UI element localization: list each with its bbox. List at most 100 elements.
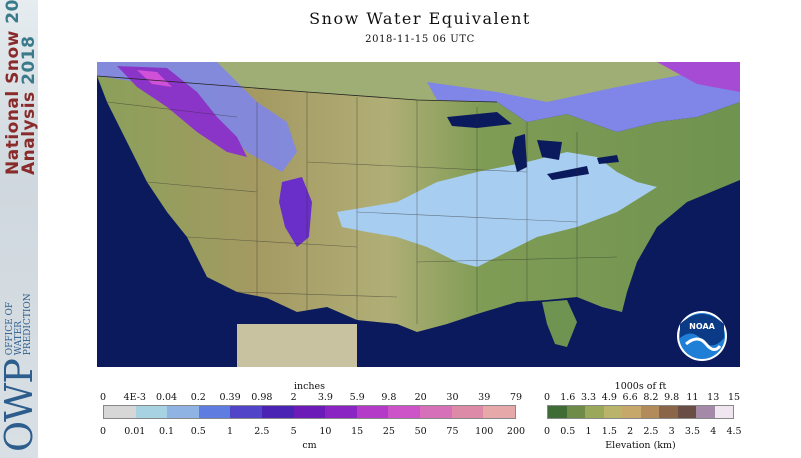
swe-top-tick: 3.9 [317,392,333,403]
swe-top-tick: 2 [290,392,297,403]
swe-top-tick: 0.39 [219,392,241,403]
elev-bottom-tick: 4.5 [726,426,742,437]
elev-bottom-tick: 4 [710,426,717,437]
swe-swatch [262,406,294,418]
elev-color-bar [547,405,734,419]
elev-bottom-tick: 3.5 [684,426,700,437]
swe-swatch [293,406,326,418]
page-title: Snow Water Equivalent [309,9,531,28]
swe-top-unit: inches [293,381,326,392]
lake-michigan [512,134,527,172]
elev-swatch [696,406,715,418]
elev-top-tick: 1.6 [560,392,576,403]
snow-map [97,62,740,367]
elev-bottom-tick: 2.5 [643,426,659,437]
owp-letters: OWP [0,359,38,452]
elev-swatch [566,406,585,418]
elev-top-tick: 4.9 [601,392,617,403]
elev-swatch [714,406,733,418]
elev-swatch [622,406,641,418]
elev-top-tick: 13 [707,392,720,403]
elev-top-tick: 8.2 [643,392,659,403]
mexico-region [237,324,357,367]
nsa-title-line2: Analysis 2018 [19,36,38,175]
sidebar-branding: National Snow 2017 Analysis 2018 OWP OFF… [0,0,38,458]
swe-color-bar [103,405,516,419]
elev-bottom-tick: 0 [543,426,551,437]
swe-top-tick: 39 [478,392,491,403]
swe-swatch [230,406,263,418]
page-subtitle: 2018-11-15 06 UTC [365,34,475,45]
elev-bottom-tick: 0.5 [560,426,576,437]
swe-swatch [167,406,199,418]
elev-top-tick: 15 [727,392,741,403]
swe-swatch [420,406,452,418]
elev-bottom-label: Elevation (km) [605,440,676,451]
lake-superior [447,112,512,128]
lake-ontario [597,155,619,164]
swe-bottom-tick: 100 [475,426,494,437]
swe-top-tick: 0.98 [251,392,273,403]
swe-top-tick: 20 [414,392,427,403]
swe-bottom-tick: 75 [446,426,459,437]
nsa-line2-text: Analysis [19,84,38,175]
elev-top-tick: 9.8 [664,392,680,403]
swe-bottom-tick: 1 [227,426,234,437]
swe-top-tick: 0.2 [190,392,206,403]
swe-bottom-tick: 10 [319,426,332,437]
swe-swatch [198,406,231,418]
noaa-logo-text: NOAA [689,322,715,331]
swe-top-tick: 79 [509,392,523,403]
snow-rockies [279,177,312,247]
elev-bottom-tick: 1.5 [601,426,617,437]
swe-swatch [483,406,515,418]
swe-swatch [451,406,484,418]
swe-swatch [388,406,421,418]
lake-huron [537,140,562,160]
swe-bottom-tick: 0 [99,426,107,437]
map-graphic [97,62,740,367]
snow-northwest-heavy [117,66,247,157]
elev-swatch [585,406,604,418]
elev-top-tick: 11 [686,392,699,403]
elev-top-tick: 0 [543,392,551,403]
elev-swatch [603,406,622,418]
swe-bottom-tick: 15 [351,426,364,437]
elev-bottom-tick: 2 [627,426,634,437]
swe-bottom-tick: 0.01 [124,426,146,437]
noaa-logo: NOAA [677,311,727,361]
swe-bottom-tick: 0.1 [158,426,175,437]
us-canada-border [97,75,498,103]
swe-bottom-unit: cm [302,440,317,451]
swe-top-tick: 9.8 [381,392,397,403]
snow-northwest [97,62,297,172]
owp-word-3: PREDICTION [22,293,33,356]
swe-bottom-tick: 25 [382,426,395,437]
swe-top-tick: 5.9 [349,392,365,403]
elev-bottom-tick: 1 [585,426,592,437]
swe-top-tick: 30 [446,392,459,403]
snow-northwest-extreme [137,70,172,87]
swe-top-tick: 0 [99,392,107,403]
swe-bottom-tick: 200 [506,426,526,437]
snow-canada-heavy [657,62,740,92]
florida [542,300,577,347]
elev-swatch [640,406,659,418]
lake-erie [547,166,589,180]
nsa-line2-year: 2018 [19,35,38,85]
swe-top-tick: 4E-3 [123,392,146,403]
elev-swatch [548,406,567,418]
swe-swatch [135,406,168,418]
elev-top-tick: 6.6 [622,392,638,403]
elev-top-unit: 1000s of ft [614,381,667,392]
swe-bottom-tick: 50 [414,426,427,437]
nsa-line1-year: 2017 [3,0,23,24]
elev-swatch [677,406,696,418]
swe-top-tick: 0.04 [155,392,178,403]
owp-words: OFFICE OF WATER PREDICTION [5,293,33,356]
snow-canada [427,62,740,132]
swe-bottom-tick: 5 [290,426,297,437]
elev-bottom-tick: 3 [668,426,675,437]
elev-swatch [659,406,678,418]
swe-bottom-tick: 2.5 [254,426,270,437]
